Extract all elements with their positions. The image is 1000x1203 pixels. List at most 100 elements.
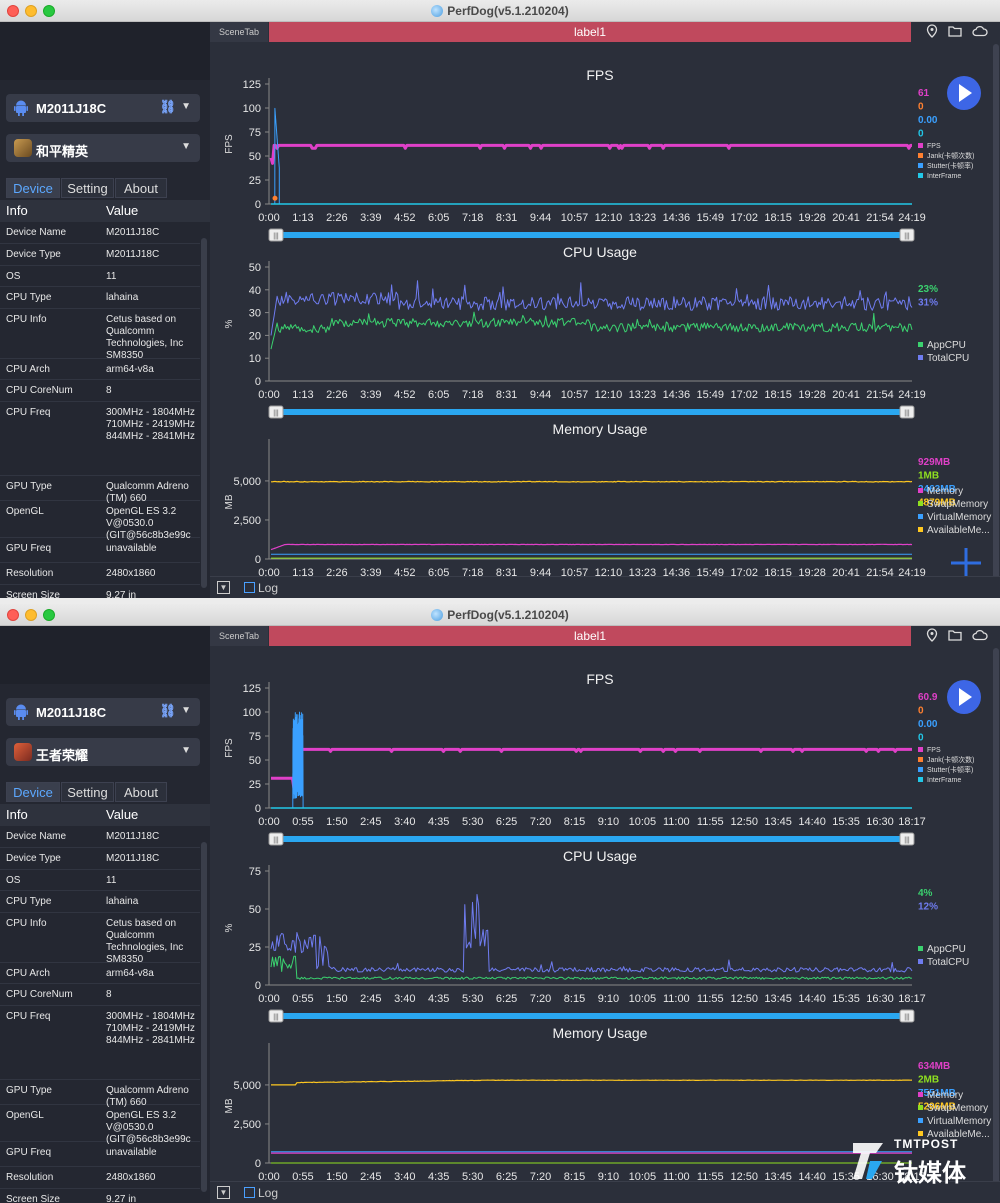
current-value: 12% <box>918 902 938 913</box>
x-tick-label: 11:00 <box>663 816 690 828</box>
main-scrollbar[interactable] <box>993 44 999 592</box>
tab-about[interactable]: About <box>115 178 167 198</box>
table-row: Screen Size 9.27 in <box>0 1189 200 1203</box>
sidebar-scrollbar[interactable] <box>201 238 207 588</box>
x-tick-label: 2:26 <box>326 212 347 224</box>
legend-swatch <box>918 1131 923 1136</box>
x-tick-label: 21:54 <box>866 212 894 224</box>
x-tick-label: 8:15 <box>564 993 585 1005</box>
info-value: 8 <box>106 989 112 1000</box>
cloud-icon[interactable] <box>972 629 988 644</box>
close-window-button[interactable] <box>7 5 19 17</box>
android-icon <box>14 100 28 116</box>
x-tick-label: 7:18 <box>462 212 483 224</box>
scene-tab[interactable]: SceneTab <box>210 626 268 646</box>
label-tab[interactable]: label1 <box>269 626 911 646</box>
collapse-icon[interactable]: ▼ <box>217 581 230 594</box>
location-pin-icon[interactable] <box>926 24 938 41</box>
folder-icon[interactable] <box>948 25 962 40</box>
usb-link-icon: ⛓ <box>159 703 176 718</box>
info-value: Cetus based on Qualcomm Technologies, In… <box>106 918 184 965</box>
y-tick-label: 100 <box>243 103 261 115</box>
x-tick-label: 20:41 <box>832 389 860 401</box>
app-dropdown[interactable]: 和平精英 ▼ <box>6 134 200 162</box>
label-tab[interactable]: label1 <box>269 22 911 42</box>
sidebar: M2011J18C ⛓ ▼ 王者荣耀 ▼ Device Setting About Info Va… <box>0 626 210 1203</box>
sidebar-scrollbar[interactable] <box>201 842 207 1192</box>
collapse-icon[interactable]: ▼ <box>217 1186 230 1199</box>
info-value: M2011J18C <box>106 227 160 238</box>
location-pin-icon[interactable] <box>926 628 938 645</box>
tab-about[interactable]: About <box>115 782 167 802</box>
x-tick-label: 11:00 <box>663 1171 690 1183</box>
x-tick-label: 17:02 <box>730 212 758 224</box>
slider-handle[interactable] <box>268 1009 284 1023</box>
slider-grip-icon: ||| <box>273 410 279 417</box>
info-key: CPU Info <box>6 314 47 325</box>
x-tick-label: 9:10 <box>598 1171 619 1183</box>
y-tick-label: 2,500 <box>233 515 261 527</box>
minimize-window-button[interactable] <box>25 5 37 17</box>
x-tick-label: 8:31 <box>496 212 517 224</box>
table-row: Device Name M2011J18C <box>0 222 200 244</box>
info-table-header: Info Value <box>0 200 210 222</box>
tab-setting[interactable]: Setting <box>61 782 114 802</box>
app-dropdown[interactable]: 王者荣耀 ▼ <box>6 738 200 766</box>
slider-handle[interactable] <box>899 405 915 419</box>
slider-grip-icon: ||| <box>904 233 910 240</box>
y-tick-label: 125 <box>243 79 261 91</box>
legend-swatch <box>918 163 923 168</box>
zoom-window-button[interactable] <box>43 5 55 17</box>
x-tick-label: 13:45 <box>764 1171 792 1183</box>
x-tick-label: 6:25 <box>496 993 517 1005</box>
x-tick-label: 15:35 <box>832 993 860 1005</box>
tab-setting[interactable]: Setting <box>61 178 114 198</box>
tab-device[interactable]: Device <box>6 782 60 802</box>
legend-label: Jank(卡顿次数) <box>927 755 974 764</box>
zoom-window-button[interactable] <box>43 609 55 621</box>
perfdog-window-2: PerfDog(v5.1.210204) M2011J18C ⛓ ▼ 王者荣耀 ▼ Devi… <box>0 604 1000 1203</box>
table-row: CPU Freq 300MHz - 1804MHz 710MHz - 2419MH… <box>0 402 200 476</box>
log-checkbox[interactable] <box>244 1187 255 1198</box>
device-dropdown[interactable]: M2011J18C ⛓ ▼ <box>6 94 200 122</box>
log-checkbox[interactable] <box>244 582 255 593</box>
device-dropdown[interactable]: M2011J18C ⛓ ▼ <box>6 698 200 726</box>
info-key: Device Name <box>6 227 67 238</box>
main-scrollbar[interactable] <box>993 648 999 1196</box>
device-name: M2011J18C <box>36 101 107 116</box>
slider-grip-icon: ||| <box>904 837 910 844</box>
tab-device[interactable]: Device <box>6 178 60 198</box>
add-chart-icon[interactable] <box>951 548 981 578</box>
slider-handle[interactable] <box>268 405 284 419</box>
time-range-slider[interactable] <box>273 232 912 238</box>
info-value: Qualcomm Adreno (TM) 660 <box>106 1085 189 1108</box>
info-value: 9.27 in <box>106 1194 137 1203</box>
x-tick-label: 1:50 <box>326 1171 347 1183</box>
slider-handle[interactable] <box>268 832 284 846</box>
info-table: Device Name M2011J18C Device Type M2011J18C… <box>0 222 200 598</box>
time-range-slider[interactable] <box>273 836 912 842</box>
minimize-window-button[interactable] <box>25 609 37 621</box>
info-value: lahaina <box>106 292 139 303</box>
scene-tab[interactable]: SceneTab <box>210 22 268 42</box>
x-tick-label: 15:35 <box>832 1171 860 1183</box>
x-tick-label: 0:00 <box>258 389 279 401</box>
cloud-icon[interactable] <box>972 25 988 40</box>
slider-handle[interactable] <box>268 228 284 242</box>
current-value: 23% <box>918 284 938 295</box>
table-row: OpenGL OpenGL ES 3.2 V@0530.0 (GIT@56c8b3… <box>0 501 200 541</box>
info-value: unavailable <box>106 543 157 554</box>
close-window-button[interactable] <box>7 609 19 621</box>
time-range-slider[interactable] <box>273 1013 912 1019</box>
y-tick-label: 25 <box>249 779 261 791</box>
info-column-header: Info <box>6 807 28 822</box>
folder-icon[interactable] <box>948 629 962 644</box>
info-key: GPU Type <box>6 481 52 492</box>
slider-handle[interactable] <box>899 832 915 846</box>
slider-handle[interactable] <box>899 1009 915 1023</box>
slider-handle[interactable] <box>899 228 915 242</box>
time-range-slider[interactable] <box>273 409 912 415</box>
series-line <box>270 311 913 350</box>
